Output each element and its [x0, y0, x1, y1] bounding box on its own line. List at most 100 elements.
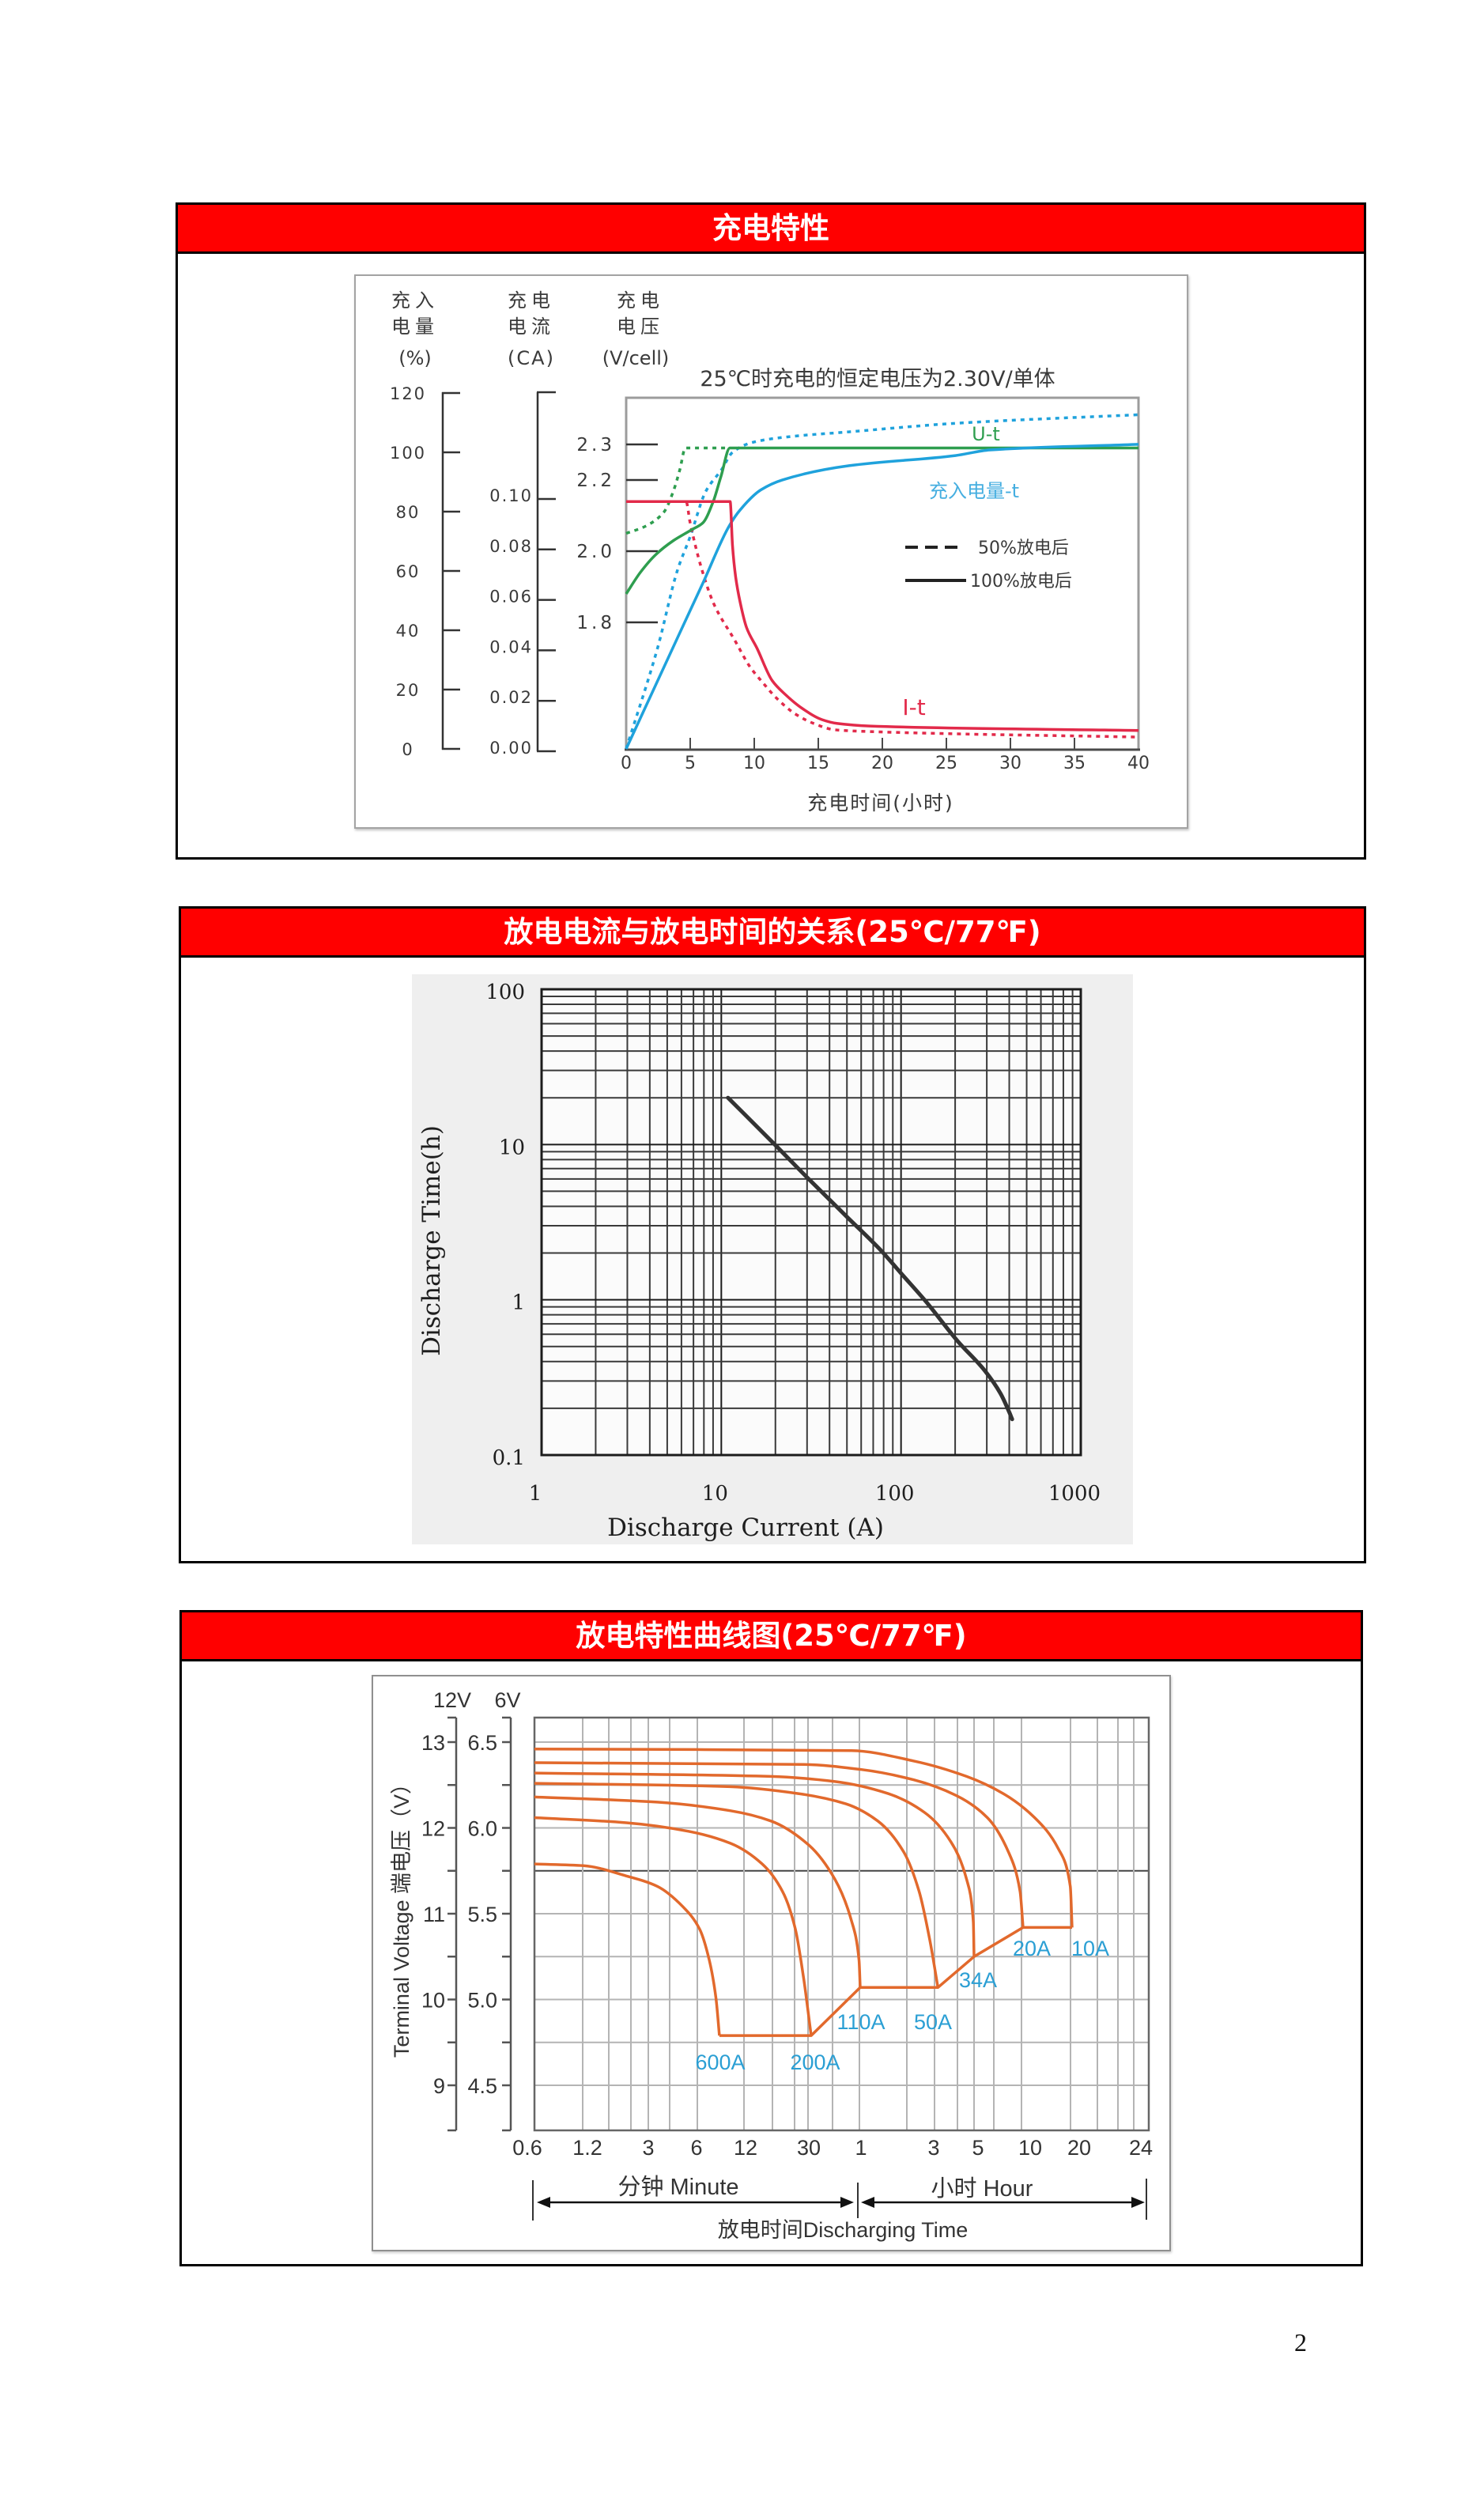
x-tick-label: 15: [807, 754, 829, 773]
y-tick-label-12v: 10: [421, 1989, 445, 2013]
series-line-voltage-100: [625, 446, 1138, 595]
voltage-axis-title: 电压: [617, 316, 664, 338]
series-line-20a: [534, 1761, 1025, 1928]
x-tick-label: 100: [875, 1482, 915, 1506]
y-tick-label-6v: 6.0: [467, 1817, 497, 1841]
section-title: 放电特性曲线图(25℃/77℉): [182, 1612, 1361, 1661]
x-tick-label: 0: [621, 754, 632, 773]
section-title: 放电电流与放电时间的关系(25℃/77℉): [181, 909, 1364, 958]
voltage-tick-label: 2.0: [576, 542, 615, 562]
x-tick-label: 25: [935, 754, 957, 773]
series-line-200a: [534, 1816, 813, 2036]
x-tick-label: 35: [1063, 754, 1086, 773]
charging-chart-labels: 充入 电量 (%) 充电 电流 (CA) 充电 电压 (V/cell) 25℃时…: [391, 289, 1072, 815]
series-label-10a: 10A: [1071, 1937, 1109, 1960]
charge-tick-label: 40: [396, 622, 421, 641]
charge-tick-label: 20: [396, 681, 421, 700]
x-tick-label: 10: [743, 754, 765, 773]
y-tick-label-6v: 5.0: [467, 1989, 497, 2013]
y-axis-unit-6v: 6V: [494, 1688, 520, 1712]
y-tick-label-6v: 5.5: [467, 1903, 497, 1926]
chart-title: 25℃时充电的恒定电压为2.30V/单体: [700, 367, 1055, 391]
current-curve-label: I-t: [902, 694, 925, 720]
y-tick-label-12v: 13: [421, 1731, 445, 1755]
voltage-tick-label: 2.3: [576, 435, 615, 455]
plot-background: [542, 989, 1081, 1455]
voltage-axis-title: 充电: [617, 289, 664, 312]
series-line-voltage-50: [625, 446, 731, 535]
series-label-50a: 50A: [914, 2010, 952, 2034]
x-axis-title: Discharge Current (A): [607, 1514, 884, 1542]
x-axis-title: 充电时间(小时): [807, 792, 954, 815]
discharge-curve: [726, 1095, 1014, 1422]
x-tick-label: 40: [1127, 754, 1150, 773]
y-tick-label: 10: [499, 1136, 525, 1159]
y-tick-label-6v: 4.5: [467, 2074, 497, 2098]
current-axis-unit: (CA): [508, 347, 555, 369]
arrow-left-icon: [537, 2197, 550, 2208]
arrow-left-icon: [861, 2197, 874, 2208]
x-tick-label: 30: [797, 2136, 821, 2160]
current-tick-label: 0.10: [489, 486, 533, 505]
y-tick-label-6v: 6.5: [467, 1731, 497, 1755]
current-tick-label: 0.00: [489, 739, 533, 758]
charge-tick-label: 120: [390, 384, 426, 403]
plot-area: [540, 988, 1082, 1457]
charge-axis-title: 充入: [391, 289, 439, 312]
current-axis-title: 电流: [508, 316, 555, 338]
x-tick-label: 3: [642, 2136, 654, 2160]
y-axis-title: Terminal Voltage 端电压（V）: [390, 1773, 413, 2058]
x-tick-label: 5: [685, 754, 696, 773]
series-line-charge-50: [625, 413, 1139, 750]
series-label-20a: 20A: [1013, 1937, 1051, 1960]
charging-chart-frame: [354, 274, 1188, 829]
charge-tick-label: 0: [402, 740, 413, 759]
series-line-current-100: [625, 500, 1139, 732]
discharge-curve-labels: 12V 6V Terminal Voltage 端电压（V） 600A 200A…: [390, 1688, 1147, 2242]
x-tick-label: 20: [871, 754, 893, 773]
plot-area: [533, 1716, 1150, 2132]
x-tick-label: 5: [972, 2136, 984, 2160]
page-number: 2: [1294, 2328, 1307, 2357]
x-tick-label: 1000: [1048, 1482, 1101, 1506]
charging-chart-plot: 0 5 10 15 20 25 30 35 40 0 20 40 60 80 100 120 0.00 0.02 0…: [390, 384, 1150, 773]
x-tick-label: 20: [1067, 2136, 1091, 2160]
x-tick-label: 10: [702, 1482, 728, 1506]
end-voltage-line: [719, 1926, 1072, 2037]
charge-axis-title: 电量: [391, 316, 439, 338]
voltage-tick-label: 2.2: [576, 471, 615, 491]
y-tick-label-12v: 12: [421, 1817, 445, 1841]
series-line-charge-100: [625, 443, 1139, 750]
charging-characteristics-chart: 0 5 10 15 20 25 30 35 40 0 20 40 60 80 100 120 0.00 0.02 0…: [390, 289, 1150, 815]
current-tick-label: 0.02: [489, 688, 533, 707]
x-tick-label: 6: [690, 2136, 702, 2160]
hour-range-label: 小时 Hour: [931, 2175, 1033, 2202]
y-tick-label: 1: [512, 1291, 525, 1315]
charge-curve-label: 充入电量-t: [929, 480, 1019, 502]
x-tick-label: 1: [855, 2136, 867, 2160]
section-title: 充电特性: [178, 205, 1364, 254]
series-line-110a: [534, 1795, 862, 1988]
charge-tick-label: 80: [396, 503, 421, 522]
series-line-34a: [534, 1771, 976, 1957]
y-tick-label-12v: 11: [423, 1903, 445, 1926]
current-axis-title: 充电: [508, 289, 555, 312]
x-tick-label: 1.2: [572, 2136, 602, 2160]
x-tick-label: 24: [1129, 2136, 1153, 2160]
voltage-axis-unit: (V/cell): [602, 347, 670, 369]
current-tick-label: 0.08: [489, 537, 533, 556]
x-tick-label: 10: [1018, 2136, 1042, 2160]
series-label-34a: 34A: [959, 1968, 997, 1992]
y-axis-title: Discharge Time(h): [417, 1125, 446, 1356]
series-line-50a: [534, 1782, 940, 1988]
legend-label-100: 100%放电后: [970, 572, 1072, 592]
charge-axis-unit: (%): [398, 347, 432, 369]
y-tick-label: 0.1: [493, 1446, 525, 1470]
discharge-curve-chart-frame: [372, 1675, 1171, 2251]
series-line-600a: [534, 1862, 721, 2036]
voltage-curve-label: U-t: [972, 423, 1000, 445]
